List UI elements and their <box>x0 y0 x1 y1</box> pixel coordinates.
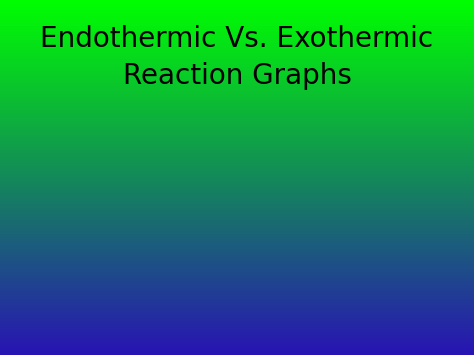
Text: Endothermic Vs. Exothermic
Reaction Graphs: Endothermic Vs. Exothermic Reaction Grap… <box>40 25 434 90</box>
